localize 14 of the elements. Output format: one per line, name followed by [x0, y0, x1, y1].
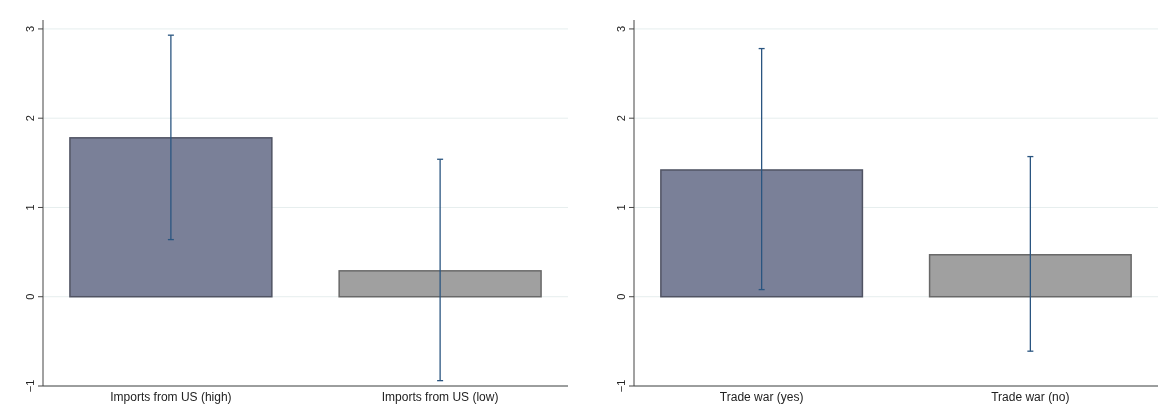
x-tick-label: Trade war (yes) [719, 390, 804, 404]
y-tick-label: 2 [24, 115, 36, 122]
y-tick-label: 1 [24, 204, 36, 211]
y-tick-label: 0 [24, 293, 36, 300]
y-tick-label: 1 [615, 204, 627, 211]
y-tick-label: −1 [24, 379, 36, 393]
y-tick-label: 3 [615, 25, 627, 32]
x-tick-label: Trade war (no) [991, 390, 1070, 404]
y-tick-label: 0 [615, 293, 627, 300]
y-tick-label: 2 [615, 115, 627, 122]
x-tick-label: Imports from US (high) [110, 390, 232, 404]
y-tick-label: 3 [24, 25, 36, 32]
x-tick-label: Imports from US (low) [381, 390, 499, 404]
y-tick-label: −1 [615, 379, 627, 393]
